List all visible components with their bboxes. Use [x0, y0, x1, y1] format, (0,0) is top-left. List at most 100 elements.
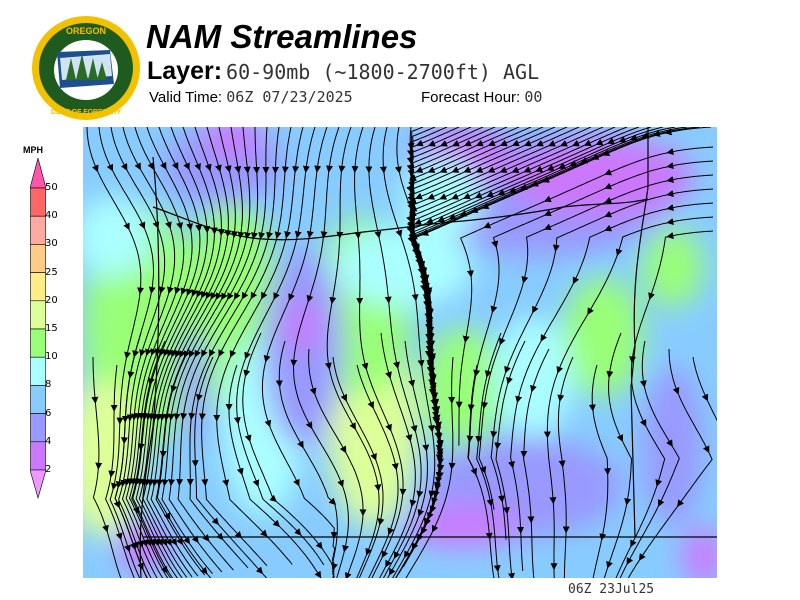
- streamline-arrow: [191, 289, 198, 297]
- streamline-arrow: [604, 168, 613, 176]
- streamline-arrow: [427, 166, 436, 173]
- streamline-arrow: [175, 349, 182, 358]
- streamline-arrow: [215, 292, 223, 301]
- streamline-arrow: [462, 335, 470, 344]
- streamline-arrow: [160, 161, 167, 170]
- layer-info: Layer: 60-90mb (~1800-2700ft) AGL: [147, 57, 539, 86]
- streamline-arrow: [361, 362, 369, 371]
- streamline-arrow: [599, 533, 607, 541]
- streamline-arrow: [201, 349, 208, 358]
- streamline-arrow: [491, 240, 499, 249]
- legend-tick: 30: [45, 238, 58, 250]
- streamline-arrow: [174, 286, 181, 295]
- streamline-arrow: [560, 140, 568, 147]
- streamline-arrow: [251, 232, 258, 240]
- streamline-arrow: [511, 139, 520, 147]
- streamline-arrow: [269, 494, 277, 502]
- streamline-arrow: [385, 559, 392, 568]
- streamline-arrow: [150, 348, 157, 356]
- streamline-arrow: [417, 267, 425, 276]
- legend-arrow-above: [30, 158, 46, 189]
- streamline-arrow: [266, 231, 273, 240]
- streamline-arrow: [415, 139, 424, 147]
- streamline-arrow: [652, 130, 661, 137]
- streamline-arrow: [638, 553, 646, 561]
- streamline-arrow: [113, 500, 121, 509]
- streamline-arrow: [393, 361, 400, 370]
- streamline-arrow: [241, 291, 249, 300]
- legend-tick: 20: [45, 294, 58, 306]
- streamline-arrow: [293, 478, 300, 487]
- streamline-arrow: [138, 221, 146, 230]
- streamline-arrow: [424, 517, 431, 526]
- streamline-arrow: [630, 539, 637, 548]
- forecast-label: Forecast Hour:: [421, 89, 521, 106]
- streamline-arrow: [486, 190, 495, 198]
- streamline-arrow: [535, 139, 544, 147]
- streamline-arrow: [508, 186, 517, 194]
- wind-speed-region: [683, 527, 717, 578]
- streamline-arrow: [158, 286, 166, 294]
- layer-label: Layer:: [147, 57, 223, 85]
- streamline-arrow: [387, 527, 395, 536]
- streamline-arrow: [204, 163, 212, 172]
- streamline-arrow: [672, 386, 680, 395]
- streamline-arrow: [572, 139, 580, 147]
- streamline-arrow: [250, 291, 258, 300]
- legend-swatch-30-40: [30, 215, 46, 245]
- streamline-arrow: [543, 209, 552, 216]
- streamline-arrow: [414, 218, 422, 225]
- streamline-arrow: [388, 567, 396, 576]
- streamline-arrow: [470, 467, 477, 476]
- legend-tick: 4: [45, 435, 52, 447]
- streamline-arrow: [170, 384, 178, 393]
- streamline-arrow: [540, 333, 548, 342]
- streamline-arrow: [151, 479, 159, 487]
- streamline-arrow: [666, 162, 674, 169]
- streamline-arrow: [451, 166, 460, 173]
- streamline-arrow: [209, 349, 216, 357]
- streamline-arrow: [127, 371, 135, 379]
- legend-swatch-8-10: [30, 356, 46, 386]
- streamline-arrow: [115, 532, 123, 541]
- streamline-arrow: [490, 305, 498, 314]
- legend-unit: MPH: [23, 145, 43, 155]
- streamline-arrow: [463, 139, 472, 147]
- streamline-arrow: [425, 217, 434, 224]
- streamline-arrow: [499, 337, 506, 346]
- streamline-arrow: [511, 166, 520, 173]
- streamline-arrow: [163, 512, 171, 521]
- streamline-arrow: [229, 349, 237, 358]
- streamline-arrow: [591, 153, 600, 160]
- streamline: [368, 127, 422, 578]
- streamline-arrow: [167, 349, 174, 357]
- page-title: NAM Streamlines: [146, 18, 418, 55]
- streamline-arrow: [499, 166, 508, 173]
- streamline-arrow: [258, 231, 266, 240]
- streamline-arrow: [437, 215, 446, 223]
- streamline-arrow: [418, 260, 426, 269]
- streamline-arrow: [167, 286, 174, 295]
- streamline-arrow: [475, 139, 484, 147]
- streamline-arrow: [196, 289, 203, 298]
- streamline-arrow: [160, 565, 168, 574]
- streamline-arrow: [604, 182, 613, 190]
- streamline-arrow: [475, 166, 484, 173]
- streamline: [546, 216, 714, 578]
- streamline-arrow: [234, 531, 243, 539]
- streamline-arrow: [111, 482, 118, 491]
- streamline-arrow: [130, 477, 138, 486]
- streamline-arrow: [532, 305, 539, 314]
- streamline-arrow: [595, 138, 604, 146]
- streamline-arrow: [143, 478, 151, 487]
- streamline-arrow: [448, 213, 457, 220]
- streamline-arrow: [580, 157, 589, 164]
- streamline-arrow: [344, 572, 352, 578]
- streamline-arrow: [374, 230, 382, 239]
- streamline-arrow: [666, 232, 674, 239]
- streamline-arrow: [602, 149, 611, 156]
- wind-speed-region: [643, 227, 703, 307]
- streamline-arrow: [183, 536, 191, 545]
- streamline-arrow: [666, 439, 673, 448]
- streamline: [86, 127, 142, 578]
